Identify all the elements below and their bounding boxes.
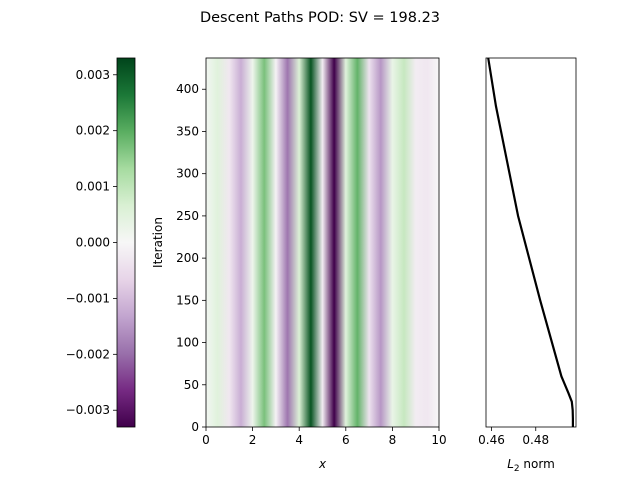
colorbar-tick-label: −0.003 <box>66 403 110 417</box>
colorbar-tick-label: 0.001 <box>76 180 110 194</box>
heatmap-y-tick-label: 300 <box>176 167 199 181</box>
norm-x-tick-label: 0.46 <box>478 433 505 447</box>
heatmap-y-axis-label: Iteration <box>151 217 165 268</box>
norm-background <box>486 58 576 427</box>
norm-x-label-main: L <box>507 457 514 471</box>
colorbar-bar <box>117 58 135 427</box>
heatmap-y-tick-label: 400 <box>176 82 199 96</box>
heatmap-y-tick-label: 350 <box>176 124 199 138</box>
norm-x-label-sub: 2 <box>514 464 520 474</box>
colorbar: −0.003 −0.002 −0.001 0.000 0.001 0.002 0.003 <box>66 57 136 428</box>
heatmap-x-tick-label: 6 <box>342 433 350 447</box>
heatmap-panel: 0 2 4 6 8 10 0 50 100 150 200 250 300 350 400 x Itera… <box>151 57 447 471</box>
heatmap-y-tick-label: 100 <box>176 336 199 350</box>
colorbar-tick-label: −0.001 <box>66 291 110 305</box>
heatmap-x-tick-label: 10 <box>431 433 446 447</box>
norm-x-axis-label: L2 norm <box>507 457 555 474</box>
norm-frame <box>485 57 577 428</box>
norm-panel: 0.46 0.48 L2 norm <box>478 57 577 474</box>
heatmap-frame <box>205 57 440 428</box>
heatmap-x-axis-label: x <box>318 457 327 471</box>
colorbar-tick-label: 0.003 <box>76 68 110 82</box>
norm-x-label-rest: norm <box>520 457 555 471</box>
heatmap-y-tick-label: 150 <box>176 293 199 307</box>
figure-title: Descent Paths POD: SV = 198.23 <box>200 10 440 26</box>
heatmap-x-tick-label: 8 <box>389 433 397 447</box>
heatmap-y-ticks: 0 50 100 150 200 250 300 350 400 <box>176 82 206 434</box>
colorbar-ticks: −0.003 −0.002 −0.001 0.000 0.001 0.002 0.003 <box>66 68 117 417</box>
heatmap-x-tick-label: 2 <box>249 433 257 447</box>
heatmap-x-tick-label: 0 <box>202 433 210 447</box>
heatmap-x-tick-label: 4 <box>295 433 303 447</box>
colorbar-tick-label: 0.002 <box>76 124 110 138</box>
colorbar-tick-label: −0.002 <box>66 347 110 361</box>
heatmap-y-tick-label: 50 <box>184 378 199 392</box>
heatmap-image <box>206 58 439 427</box>
heatmap-y-tick-label: 200 <box>176 251 199 265</box>
norm-x-ticks: 0.46 0.48 <box>478 427 549 447</box>
heatmap-y-tick-label: 0 <box>191 420 199 434</box>
heatmap-x-ticks: 0 2 4 6 8 10 <box>202 427 447 447</box>
colorbar-tick-label: 0.000 <box>76 236 110 250</box>
heatmap-y-tick-label: 250 <box>176 209 199 223</box>
norm-series-line <box>487 57 574 427</box>
norm-x-tick-label: 0.48 <box>522 433 549 447</box>
